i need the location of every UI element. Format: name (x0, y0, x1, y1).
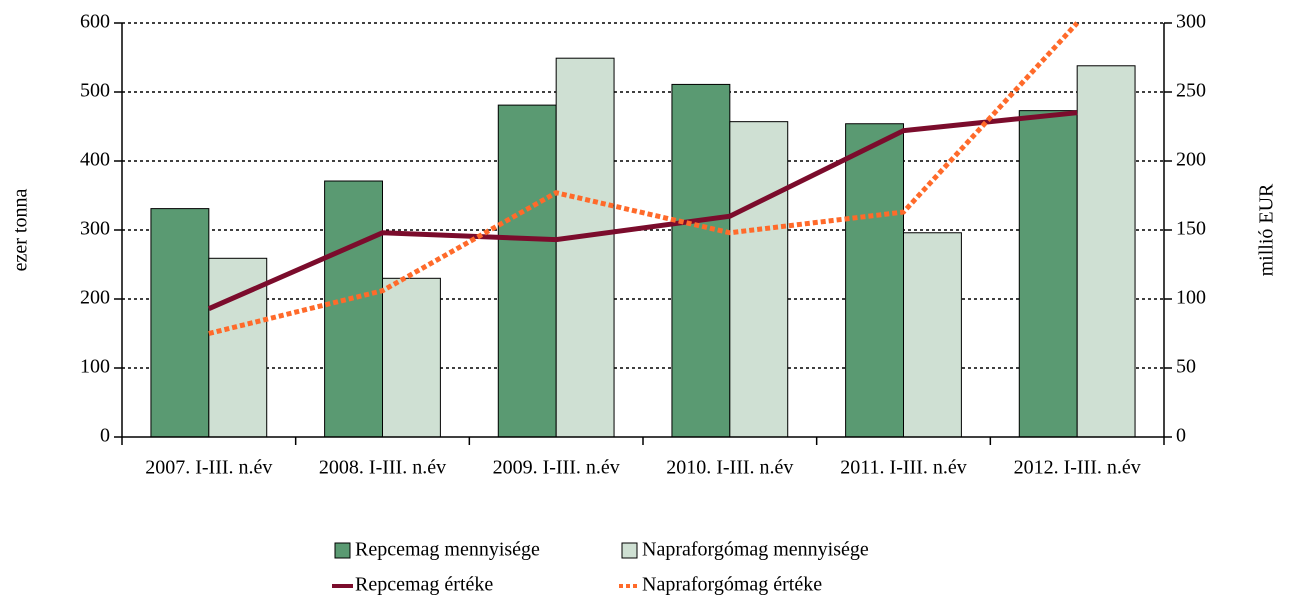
bar (845, 123, 904, 438)
y-tick-label: 600 (80, 11, 110, 33)
bar (150, 208, 210, 438)
legend-swatch (334, 542, 351, 559)
y2-tick-label: 250 (1176, 80, 1206, 102)
bar (903, 232, 962, 438)
x-tick-label: 2010. I-III. n.év (666, 457, 793, 479)
bar (671, 83, 731, 438)
y2-tick-label: 100 (1176, 287, 1206, 309)
y2-axis-label: millió EUR (1256, 183, 1278, 276)
legend-label: Napraforgómag értéke (642, 574, 822, 596)
line-series (207, 110, 1078, 311)
y-tick-label: 500 (80, 80, 110, 102)
y-tick-label: 200 (80, 287, 110, 309)
x-tick-label: 2011. I-III. n.év (840, 457, 966, 479)
x-tick-label: 2009. I-III. n.év (493, 457, 620, 479)
legend-label: Napraforgómag mennyisége (642, 539, 869, 561)
y-axis-label: ezer tonna (10, 189, 32, 272)
y2-tick-label: 200 (1176, 149, 1206, 171)
bar (382, 277, 441, 438)
y2-tick-label: 0 (1176, 425, 1186, 447)
y-tick-label: 400 (80, 149, 110, 171)
x-tick-label: 2008. I-III. n.év (319, 457, 446, 479)
bar (1018, 110, 1078, 438)
line-series (208, 21, 1080, 336)
legend-swatch (621, 542, 638, 559)
legend-label: Repcemag értéke (355, 574, 493, 596)
y2-tick-label: 50 (1176, 356, 1196, 378)
bar (555, 57, 615, 438)
x-tick-label: 2012. I-III. n.év (1014, 457, 1141, 479)
bar (1076, 65, 1136, 438)
legend-label: Repcemag mennyisége (355, 539, 540, 561)
bar (729, 121, 789, 438)
y-tick-label: 100 (80, 356, 110, 378)
bar (324, 180, 384, 438)
x-tick-label: 2007. I-III. n.év (145, 457, 272, 479)
bar (497, 104, 557, 438)
y-tick-label: 300 (80, 218, 110, 240)
y-tick-label: 0 (100, 425, 110, 447)
y2-tick-label: 300 (1176, 11, 1206, 33)
y2-tick-label: 150 (1176, 218, 1206, 240)
